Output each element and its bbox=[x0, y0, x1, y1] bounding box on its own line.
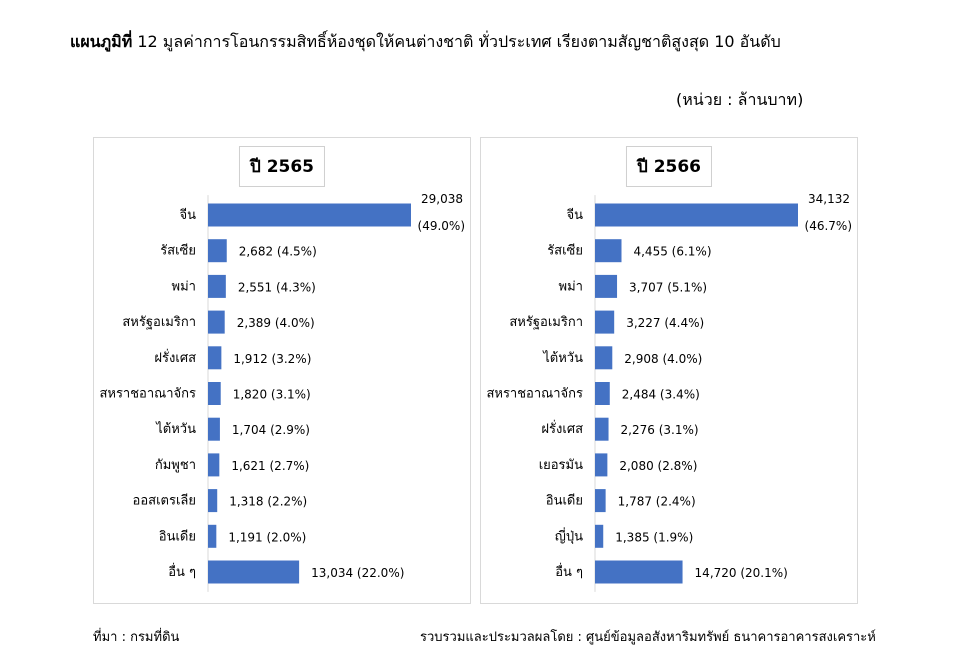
data-label: 14,720 (20.1%) bbox=[695, 566, 788, 580]
chart-panel-2566: จีน 34,132 (46.7%) รัสเซีย 4,455 (6.1%) พม่า 3… bbox=[480, 137, 858, 604]
value-label: 29,038 bbox=[421, 192, 463, 206]
bar bbox=[208, 346, 222, 370]
bar bbox=[595, 560, 683, 584]
chart-title-prefix: แผนภูมิที่ bbox=[70, 32, 133, 51]
chart-title: แผนภูมิที่ 12 มูลค่าการโอนกรรมสิทธิ์ห้อง… bbox=[70, 30, 781, 55]
bar-chart-2565: จีน 29,038 (49.0%) รัสเซีย 2,682 (4.5%) พม่า 2… bbox=[99, 192, 465, 592]
category-label: จีน bbox=[179, 207, 196, 223]
bar bbox=[208, 453, 220, 477]
data-label: 2,682 (4.5%) bbox=[239, 245, 317, 259]
data-label: 1,820 (3.1%) bbox=[233, 388, 311, 402]
percent-label: (49.0%) bbox=[418, 219, 465, 233]
data-label: 4,455 (6.1%) bbox=[633, 245, 711, 259]
bar bbox=[208, 489, 218, 513]
bar bbox=[595, 489, 606, 513]
bar bbox=[208, 310, 225, 334]
bar bbox=[208, 382, 221, 405]
category-label: จีน bbox=[566, 207, 583, 223]
category-label: ไต้หวัน bbox=[542, 350, 583, 366]
data-label: 2,908 (4.0%) bbox=[624, 352, 702, 366]
chart-panel-2565: จีน 29,038 (49.0%) รัสเซีย 2,682 (4.5%) พม่า 2… bbox=[93, 137, 471, 604]
bar bbox=[595, 524, 604, 548]
category-label: สหราชอาณาจักร bbox=[99, 387, 196, 402]
chart-title-text: 12 มูลค่าการโอนกรรมสิทธิ์ห้องชุดให้คนต่า… bbox=[137, 32, 781, 51]
bar bbox=[595, 274, 618, 298]
percent-label: (46.7%) bbox=[805, 219, 852, 233]
data-label: 1,318 (2.2%) bbox=[229, 495, 307, 509]
category-label: ออสเตรเลีย bbox=[133, 493, 196, 509]
data-label: 1,787 (2.4%) bbox=[618, 495, 696, 509]
category-label: สหรัฐอเมริกา bbox=[122, 315, 196, 330]
data-label: 3,707 (5.1%) bbox=[629, 280, 707, 294]
bar bbox=[595, 310, 615, 334]
data-label: 13,034 (22.0%) bbox=[311, 566, 404, 580]
category-label: สหรัฐอเมริกา bbox=[509, 315, 583, 330]
data-label: 1,191 (2.0%) bbox=[228, 530, 306, 544]
category-label: กัมพูชา bbox=[155, 458, 196, 473]
category-label: พม่า bbox=[172, 279, 196, 294]
category-label: ไต้หวัน bbox=[155, 421, 196, 437]
data-label: 2,080 (2.8%) bbox=[619, 459, 697, 473]
value-label: 34,132 bbox=[808, 192, 850, 206]
data-label: 1,704 (2.9%) bbox=[232, 423, 310, 437]
panel-title-2565: ปี 2565 bbox=[238, 146, 326, 187]
bar bbox=[208, 524, 217, 548]
source-note: ที่มา : กรมที่ดิน bbox=[93, 630, 180, 645]
unit-label: (หน่วย : ล้านบาท) bbox=[676, 90, 804, 109]
bar bbox=[595, 382, 610, 405]
data-label: 2,276 (3.1%) bbox=[621, 423, 699, 437]
data-label: 2,484 (3.4%) bbox=[622, 388, 700, 402]
data-label: 1,385 (1.9%) bbox=[615, 530, 693, 544]
category-label: รัสเซีย bbox=[160, 243, 196, 259]
category-label: ฝรั่งเศส bbox=[541, 420, 583, 437]
category-label: อื่น ๆ bbox=[168, 563, 196, 580]
bar bbox=[208, 203, 411, 227]
data-label: 3,227 (4.4%) bbox=[626, 316, 704, 330]
data-label: 1,912 (3.2%) bbox=[233, 352, 311, 366]
bar bbox=[595, 346, 613, 370]
panel-title-2566: ปี 2566 bbox=[625, 146, 713, 187]
category-label: อินเดีย bbox=[546, 493, 583, 509]
bar bbox=[595, 453, 608, 477]
bar bbox=[595, 239, 622, 263]
data-label: 2,389 (4.0%) bbox=[237, 316, 315, 330]
bar bbox=[208, 417, 220, 441]
category-label: อื่น ๆ bbox=[555, 563, 583, 580]
bar bbox=[208, 560, 300, 584]
bar bbox=[595, 203, 798, 227]
bar bbox=[208, 274, 226, 298]
data-label: 1,621 (2.7%) bbox=[231, 459, 309, 473]
category-label: พม่า bbox=[559, 279, 583, 294]
category-label: สหราชอาณาจักร bbox=[486, 387, 583, 402]
category-label: เยอรมัน bbox=[539, 458, 583, 473]
category-label: รัสเซีย bbox=[547, 243, 583, 259]
bar bbox=[208, 239, 227, 263]
category-label: อินเดีย bbox=[159, 528, 196, 544]
bar-chart-2566: จีน 34,132 (46.7%) รัสเซีย 4,455 (6.1%) พม่า 3… bbox=[486, 192, 852, 592]
data-label: 2,551 (4.3%) bbox=[238, 280, 316, 294]
category-label: ฝรั่งเศส bbox=[154, 349, 196, 366]
category-label: ญี่ปุ่น bbox=[555, 527, 583, 544]
compiled-by-note: รวบรวมและประมวลผลโดย : ศูนย์ข้อมูลอสังหา… bbox=[420, 630, 876, 645]
bar bbox=[595, 417, 609, 441]
